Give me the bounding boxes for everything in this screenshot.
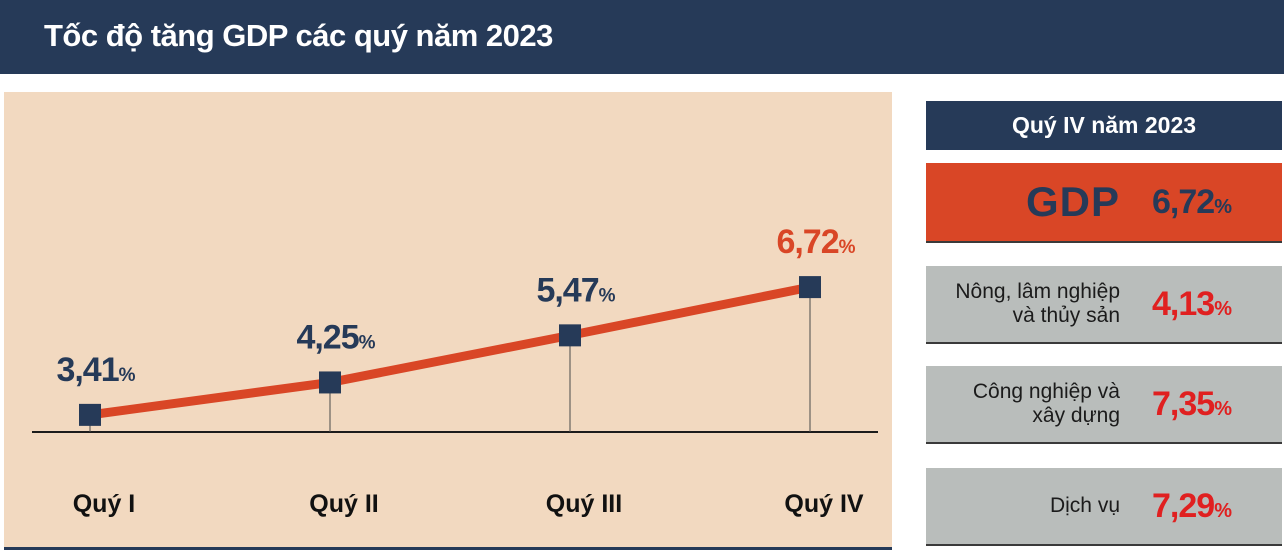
sector-card-value-unit: % <box>1214 397 1232 420</box>
sector-label-line: Nông, lâm nghiệp <box>955 280 1120 303</box>
x-tick-label: Quý II <box>309 490 378 518</box>
bottom-rule <box>4 547 892 550</box>
data-point-marker <box>319 371 341 394</box>
page-header: Tốc độ tăng GDP các quý năm 2023 <box>0 0 1284 74</box>
page-title: Tốc độ tăng GDP các quý năm 2023 <box>44 18 553 53</box>
sector-card-value: 7,29% <box>1152 487 1232 526</box>
sector-card-value: 4,13% <box>1152 285 1232 324</box>
gdp-card-label: GDP <box>1025 178 1120 225</box>
sector-card-label: Dịch vụ <box>926 494 1120 518</box>
sector-card-value-number: 7,29 <box>1152 486 1215 525</box>
sector-label-line: và thủy sản <box>1012 304 1120 327</box>
gdp-card-value-number: 6,72 <box>1152 182 1215 221</box>
data-label: 4,25% <box>296 318 375 356</box>
sector-label-line: xây dựng <box>1032 404 1120 427</box>
sector-card-value-unit: % <box>1214 297 1232 320</box>
sector-card-value-number: 4,13 <box>1152 284 1215 323</box>
sector-card-label: Công nghiệp và xây dựng <box>926 380 1120 428</box>
sector-card-value-number: 7,35 <box>1152 384 1215 423</box>
sector-label-line: Dịch vụ <box>1049 494 1120 517</box>
sector-label-line: Công nghiệp và <box>972 380 1120 403</box>
sector-card-agriculture: Nông, lâm nghiệp và thủy sản 4,13% <box>926 266 1282 342</box>
series-line <box>85 282 815 420</box>
sector-card-industry: Công nghiệp và xây dựng 7,35% <box>926 366 1282 442</box>
x-tick-label: Quý I <box>73 490 136 518</box>
line-chart: 3,41% Quý I 4,25% Quý II 5,47% Quý III 6,72% Qu… <box>32 223 878 518</box>
data-label: 6,72% <box>776 223 855 261</box>
sector-card-value: 7,35% <box>1152 385 1232 424</box>
x-tick-label: Quý III <box>546 490 622 518</box>
line-chart-panel: 3,41% Quý I 4,25% Quý II 5,47% Quý III 6,72% Qu… <box>4 92 892 548</box>
gdp-card: GDP 6,72% <box>926 163 1282 241</box>
gdp-card-value: 6,72% <box>1152 183 1232 222</box>
sector-card-value-unit: % <box>1214 499 1232 522</box>
data-point-marker <box>559 324 581 347</box>
sector-card-label: Nông, lâm nghiệp và thủy sản <box>926 280 1120 328</box>
data-label: 3,41% <box>56 351 135 389</box>
data-point-marker <box>799 276 821 299</box>
data-point-marker <box>79 403 101 426</box>
x-tick-label: Quý IV <box>784 490 864 518</box>
data-label: 5,47% <box>536 271 615 309</box>
sector-card-services: Dịch vụ 7,29% <box>926 468 1282 544</box>
gdp-card-value-unit: % <box>1214 195 1232 218</box>
quarter-summary-header: Quý IV năm 2023 <box>926 101 1282 150</box>
